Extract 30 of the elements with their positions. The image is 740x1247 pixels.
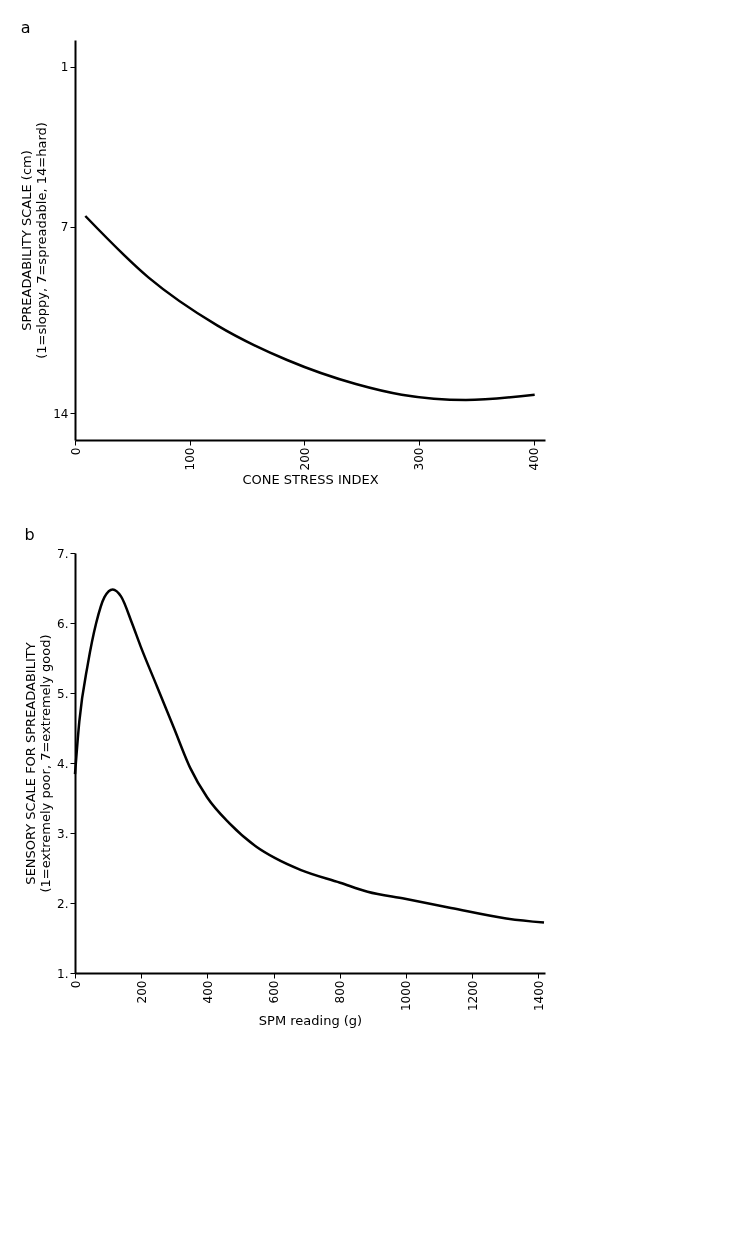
y-tick-label: 1. — [57, 966, 69, 981]
line-series — [84, 214, 536, 402]
y-tick-label: 3. — [57, 826, 69, 841]
x-tick-label: 800 — [333, 980, 348, 1004]
x-tick-label: 0 — [68, 447, 83, 456]
x-tick-label: 0 — [68, 980, 83, 989]
x-tick-label: 400 — [200, 980, 215, 1004]
x-tick-label: 300 — [412, 447, 427, 471]
y-tick-label: 7. — [57, 546, 69, 561]
chart-title: b — [24, 525, 35, 544]
x-tick-label: 200 — [297, 447, 312, 471]
x-axis-title: SPM reading (g) — [258, 1013, 363, 1029]
chart-title: a — [20, 18, 31, 37]
x-tick-label: 200 — [134, 980, 149, 1004]
x-tick-label: 400 — [527, 447, 542, 471]
y-tick-label: 5. — [57, 686, 69, 701]
x-axis-title: CONE STRESS INDEX — [242, 472, 379, 488]
x-tick-label: 1200 — [465, 980, 480, 1012]
y-tick-label: 14 — [53, 406, 69, 421]
y-tick-label: 1 — [60, 60, 69, 75]
y-tick-label: 2. — [57, 896, 69, 911]
y-tick-label: 6. — [57, 616, 69, 631]
x-tick-label: 600 — [267, 980, 282, 1004]
y-axis-title: SPREADABILITY SCALE (cm) (1=sloppy, 7=spreadable, 14=hard) — [19, 122, 50, 359]
x-tick-label: 1400 — [531, 980, 546, 1012]
x-tick-label: 1000 — [399, 980, 414, 1012]
y-tick-label: 4. — [57, 756, 69, 771]
y-tick-label: 7 — [60, 220, 69, 235]
y-axis-title: SENSORY SCALE FOR SPREADABILITY (1=extremely poor, 7=extremely good) — [23, 634, 54, 893]
x-tick-label: 100 — [183, 447, 198, 471]
